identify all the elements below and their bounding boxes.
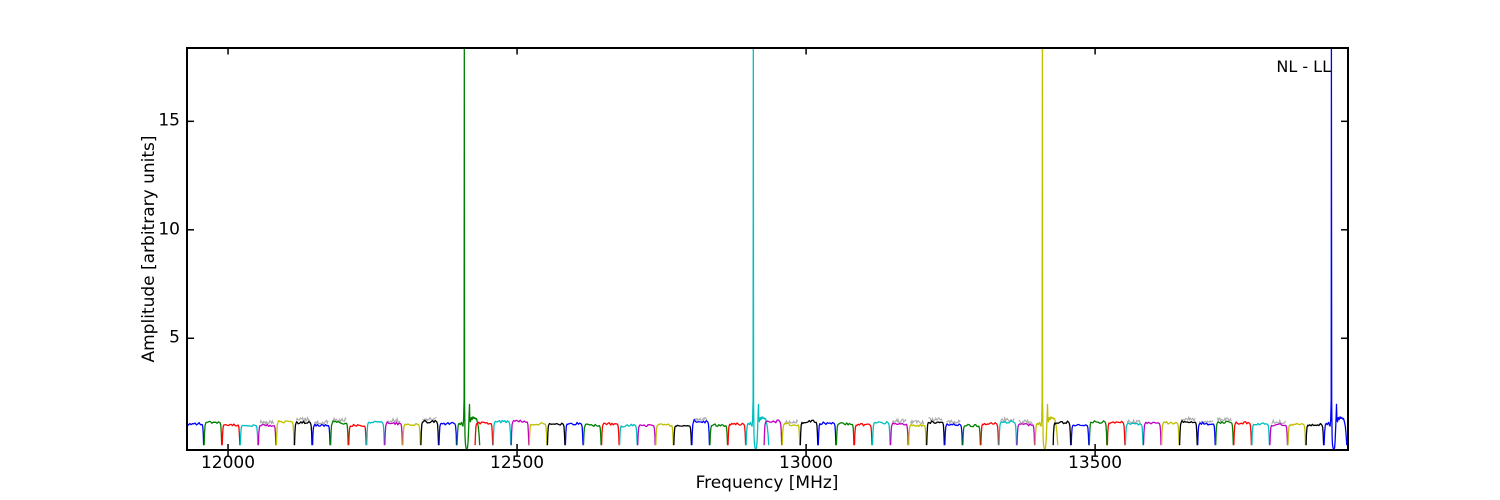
x-tick-label: 12000 [200, 453, 256, 473]
noise-overlay-segment [295, 415, 311, 423]
subband-curve [257, 423, 277, 446]
subband-curve [889, 422, 909, 446]
subband-curve [853, 422, 873, 446]
noise-overlay-segment [784, 418, 799, 425]
subband-curve [1305, 422, 1325, 446]
subband-curve [528, 422, 548, 446]
subband-curve [944, 422, 963, 446]
subband-curve [1142, 421, 1162, 446]
subband-curve [348, 423, 367, 446]
subband-curve [1233, 420, 1253, 446]
subband-curve [799, 419, 819, 446]
subband-curve-with-spike [1034, 48, 1059, 450]
x-tick-label: 12500 [490, 453, 545, 473]
subband-curve [1197, 421, 1216, 446]
subband-curve [492, 419, 512, 446]
noise-overlay-segment [693, 416, 708, 422]
noise-overlay-segment [259, 419, 275, 426]
subband-curve [221, 423, 241, 446]
subband-curve [1016, 423, 1036, 446]
noise-overlay-trace [259, 415, 1287, 426]
subband-curve [420, 419, 440, 446]
noise-overlay-segment [909, 418, 925, 426]
subband-curve [980, 422, 1000, 446]
subband-curve [311, 423, 331, 446]
subband-curve [366, 420, 385, 446]
y-axis-label: Amplitude [arbitrary units] [139, 135, 159, 363]
subband-curve [384, 421, 404, 446]
subband-curve [1269, 423, 1289, 446]
subband-curve [673, 424, 693, 446]
noise-overlay-segment [928, 416, 943, 422]
subband-curve [709, 423, 729, 446]
subband-curve [510, 419, 530, 446]
subband-curve [582, 423, 602, 446]
subband-curve [600, 422, 620, 446]
noise-overlay-segment [1198, 420, 1214, 424]
subband-curve [203, 420, 223, 446]
subband-curve [293, 420, 313, 446]
subband-curve [239, 424, 259, 446]
subband-curve [564, 421, 584, 446]
subband-curve [1215, 420, 1234, 446]
subband-curve [618, 423, 638, 446]
subband-curve [817, 421, 837, 446]
noise-overlay-segment [1018, 418, 1033, 425]
subband-curve [187, 421, 205, 446]
tick-marks [187, 48, 1348, 456]
x-axis-label: Frequency [MHz] [695, 473, 839, 493]
subband-curve [637, 424, 656, 446]
subband-curve [871, 420, 891, 446]
subband-curve [1287, 422, 1307, 446]
axes-spines [186, 47, 1349, 451]
subband-curve [835, 422, 855, 446]
noise-overlay-segment [891, 417, 907, 424]
subband-curve [1088, 420, 1108, 446]
subband-curve [1178, 420, 1198, 446]
subband-curve [1052, 420, 1072, 446]
subband-curve [1070, 423, 1090, 446]
subband-curve-with-spike [1323, 48, 1348, 450]
subband-curve [402, 423, 422, 446]
noise-overlay-segment [1181, 415, 1196, 422]
noise-overlay-segment [1216, 417, 1232, 424]
noise-overlay-segment [332, 416, 347, 423]
subband-curve [546, 422, 566, 446]
noise-overlay-segment [314, 419, 329, 426]
subband-curve [763, 419, 783, 446]
subband-curve [998, 420, 1018, 446]
subband-curve [691, 418, 711, 446]
subband-curve [908, 423, 927, 446]
subband-curves [187, 48, 1348, 450]
noise-overlay-segment [1271, 418, 1287, 425]
subband-curve [727, 422, 747, 446]
subband-curve [1106, 420, 1126, 446]
subband-curve [1251, 422, 1271, 446]
subband-curve [474, 421, 494, 446]
subband-curve [275, 420, 295, 446]
subband-curve [655, 423, 674, 446]
y-tick-label: 10 [158, 219, 180, 240]
noise-overlay-segment [422, 416, 437, 422]
subband-curve [438, 421, 458, 446]
subband-curve [962, 423, 982, 446]
noise-overlay-segment [946, 419, 961, 426]
subband-curve-with-spike [745, 48, 770, 450]
subband-curve [1160, 421, 1180, 446]
subband-curve [329, 420, 349, 446]
noise-overlay-segment [386, 416, 401, 424]
legend-label: NL - LL [1276, 57, 1331, 76]
x-tick-label: 13000 [779, 453, 834, 473]
noise-overlay-segment [1126, 418, 1142, 424]
y-tick-label: 5 [169, 327, 180, 348]
subband-curve [1124, 422, 1144, 446]
x-tick-label: 13500 [1068, 453, 1123, 473]
y-tick-label: 15 [158, 110, 180, 131]
subband-curve [781, 422, 801, 446]
subband-curve-with-spike [456, 48, 481, 450]
subband-curve [926, 420, 945, 446]
